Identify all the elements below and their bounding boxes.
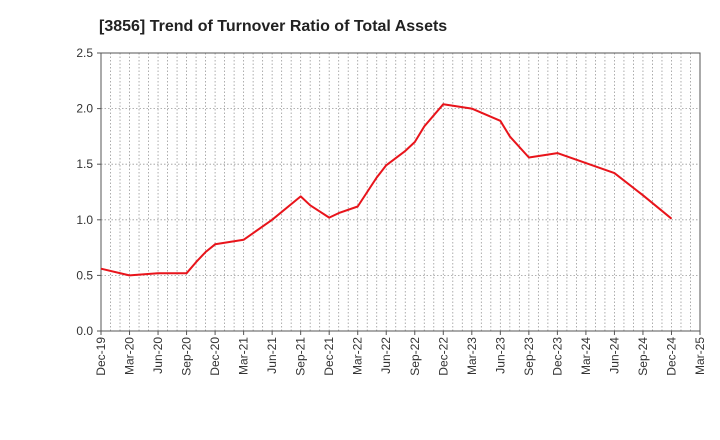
- series-group: [100, 103, 673, 277]
- y-tick-label: 2.0: [76, 102, 93, 116]
- x-tick-label: Dec-24: [664, 337, 678, 376]
- y-tick-label: 2.5: [76, 46, 93, 60]
- x-tick-label: Sep-23: [522, 337, 536, 376]
- x-tick-label: Mar-23: [465, 337, 479, 375]
- y-tick-label: 1.5: [76, 157, 93, 171]
- chart-title: [3856] Trend of Turnover Ratio of Total …: [99, 18, 447, 35]
- y-tick-label: 1.0: [76, 213, 93, 227]
- x-tick-label: Jun-20: [151, 337, 165, 374]
- x-tick-label: Sep-24: [636, 337, 650, 376]
- x-tick-label: Dec-20: [208, 337, 222, 376]
- x-tick-label: Jun-24: [607, 337, 621, 374]
- x-tick-label: Mar-25: [693, 337, 707, 375]
- x-tick-label: Sep-20: [180, 337, 194, 376]
- x-tick-label: Jun-23: [493, 337, 507, 374]
- x-tick-label: Mar-20: [123, 337, 137, 375]
- grid: [101, 53, 700, 331]
- y-tick-label: 0.0: [76, 324, 93, 338]
- x-tick-label: Sep-21: [294, 337, 308, 376]
- plot-frame: [100, 52, 701, 332]
- x-tick-label: Jun-22: [379, 337, 393, 374]
- x-tick-label: Dec-23: [550, 337, 564, 376]
- y-tick-label: 0.5: [76, 268, 93, 282]
- x-tick-label: Dec-21: [322, 337, 336, 376]
- x-tick-label: Jun-21: [265, 337, 279, 374]
- x-tick-label: Mar-21: [237, 337, 251, 375]
- x-tick-label: Mar-22: [351, 337, 365, 375]
- x-tick-label: Dec-22: [436, 337, 450, 376]
- y-axis-ticks: 0.0 0.5 1.0 1.5 2.0 2.5: [76, 46, 101, 338]
- x-tick-label: Sep-22: [408, 337, 422, 376]
- x-axis-ticks: Dec-19 Mar-20 Jun-20 Sep-20 Dec-20 Mar-21 Jun-…: [94, 331, 707, 376]
- x-tick-label: Mar-24: [579, 337, 593, 375]
- x-tick-label: Dec-19: [94, 337, 108, 376]
- series-line: [100, 103, 673, 277]
